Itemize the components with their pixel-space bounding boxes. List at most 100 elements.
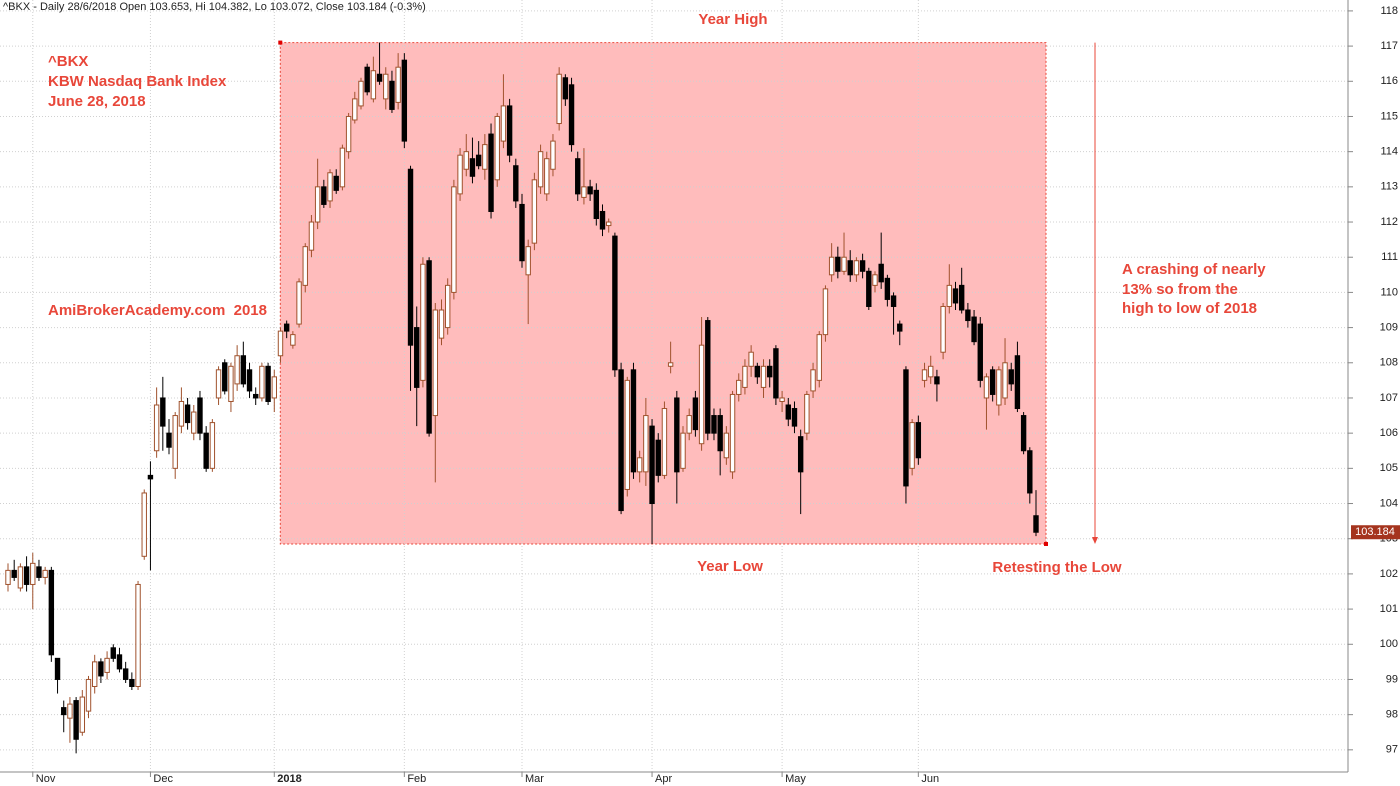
candle-body-down — [401, 59, 408, 142]
candle-body-up — [141, 492, 147, 557]
y-tick-label: 105 — [1380, 462, 1398, 474]
candle-body-up — [921, 369, 928, 381]
candle-body-up — [544, 158, 550, 195]
candle-body-down — [593, 189, 600, 220]
candle-body-down — [859, 260, 866, 272]
x-tick-label: Dec — [153, 773, 173, 785]
last-value-box — [1351, 525, 1400, 540]
candle-body-up — [339, 147, 346, 188]
candle-body-up — [686, 415, 692, 434]
y-tick-label: 117 — [1380, 40, 1398, 52]
candle-body-down — [1027, 450, 1033, 494]
candle-body-down — [23, 566, 30, 585]
candle-body-up — [302, 246, 308, 286]
candle-body-down — [129, 678, 135, 687]
candle-body-down — [797, 436, 804, 473]
candle-body-down — [488, 133, 494, 212]
candle-body-down — [376, 73, 383, 82]
candle-body-up — [760, 365, 767, 388]
x-tick-label: Apr — [655, 773, 672, 785]
candle-body-down — [971, 316, 977, 343]
candle-body-down — [630, 369, 637, 473]
candle-body-down — [184, 404, 191, 424]
candle-body-up — [191, 411, 197, 434]
arrow-head — [1092, 536, 1098, 544]
candle-body-down — [773, 348, 779, 399]
candle-body-up — [444, 284, 451, 329]
corner-marker — [1044, 541, 1048, 546]
candle-body-down — [283, 323, 290, 332]
candle-body-down — [655, 439, 661, 476]
candle-body-down — [98, 661, 104, 677]
candle-body-down — [878, 263, 884, 283]
candle-body-down — [915, 422, 922, 459]
candle-body-down — [246, 369, 253, 392]
candles — [5, 42, 1039, 754]
candle-body-down — [575, 158, 581, 195]
candle-body-up — [909, 422, 915, 469]
candle-body-down — [1014, 355, 1021, 410]
date-label: June 28, 2018 — [48, 93, 146, 110]
candle-body-down — [934, 376, 940, 385]
candle-body-down — [321, 186, 327, 205]
x-tick-label: Nov — [36, 773, 56, 785]
candle-body-up — [438, 309, 445, 339]
candle-body-up — [550, 140, 556, 170]
y-tick-label: 107 — [1380, 392, 1398, 404]
y-tick-label: 113 — [1380, 181, 1398, 193]
candle-body-down — [122, 668, 129, 680]
candle-body-down — [469, 158, 476, 177]
candle-body-up — [680, 432, 686, 469]
candle-body-up — [358, 80, 364, 107]
candle-body-down — [884, 277, 891, 300]
candle-body-down — [705, 320, 711, 434]
candle-body-up — [581, 186, 587, 198]
candle-body-up — [624, 379, 630, 490]
candle-body-down — [147, 474, 154, 480]
symbol-label: ^BKX — [48, 53, 88, 70]
candle-body-up — [296, 281, 302, 325]
candle-body-up — [457, 154, 463, 195]
candle-body-up — [420, 263, 426, 381]
candle-body-down — [587, 186, 593, 195]
candle-body-down — [767, 365, 773, 378]
candle-body-up — [742, 365, 748, 388]
candle-body-up — [816, 334, 822, 381]
candle-body-down — [61, 707, 67, 716]
y-tick-label: 98 — [1386, 709, 1398, 721]
candle-body-down — [958, 284, 965, 311]
candle-body-down — [897, 323, 903, 332]
y-tick-label: 111 — [1381, 251, 1398, 263]
candle-body-down — [890, 295, 897, 307]
candle-body-down — [599, 210, 606, 230]
candle-body-down — [475, 154, 482, 167]
candle-body-down — [414, 327, 420, 388]
candle-body-up — [234, 355, 240, 385]
candle-body-up — [525, 246, 531, 276]
candle-body-down — [835, 256, 841, 272]
y-tick-label: 102 — [1380, 568, 1398, 580]
candle-body-down — [426, 260, 432, 434]
candle-body-up — [661, 408, 668, 476]
candle-body-up — [67, 703, 73, 719]
candle-body-up — [1002, 362, 1008, 399]
candle-body-up — [946, 284, 953, 307]
candle-body-up — [667, 362, 674, 367]
candle-body-down — [568, 84, 575, 146]
candle-body-down — [265, 365, 271, 402]
candle-body-down — [11, 569, 17, 578]
candle-body-down — [222, 362, 228, 392]
candle-body-up — [556, 73, 562, 125]
note-line: 13% so from the — [1122, 281, 1238, 298]
candle-body-up — [494, 115, 500, 181]
last-value-label: 103.184 — [1355, 526, 1395, 538]
candle-body-up — [636, 457, 643, 473]
candle-body-down — [717, 415, 723, 452]
candle-body-down — [1033, 515, 1039, 533]
candle-body-up — [91, 661, 98, 687]
candle-body-down — [1020, 415, 1027, 452]
candle-body-down — [389, 80, 395, 110]
y-tick-label: 104 — [1380, 497, 1398, 509]
